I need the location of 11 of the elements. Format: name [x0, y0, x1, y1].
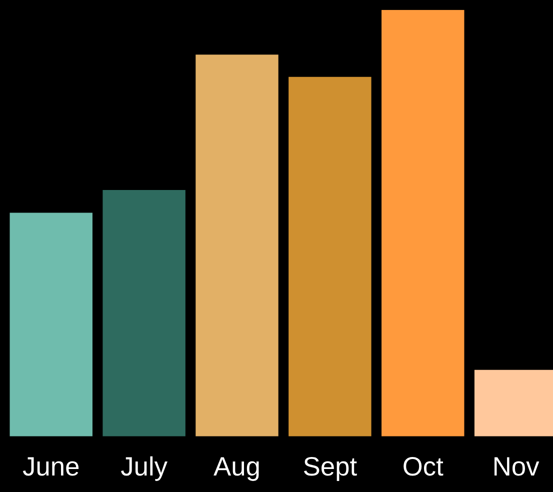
x-tick-label: Oct	[404, 457, 444, 476]
x-tick-label: June	[22, 457, 79, 476]
x-tick-label: Nov	[494, 457, 540, 476]
x-tick-label: July	[121, 456, 168, 481]
x-tick-label: Aug	[214, 457, 259, 481]
bar	[288, 76, 372, 437]
bar	[382, 10, 464, 437]
bar	[10, 212, 92, 437]
bar	[196, 54, 278, 437]
bar	[102, 190, 186, 437]
x-tick-label: Sept	[304, 457, 357, 481]
